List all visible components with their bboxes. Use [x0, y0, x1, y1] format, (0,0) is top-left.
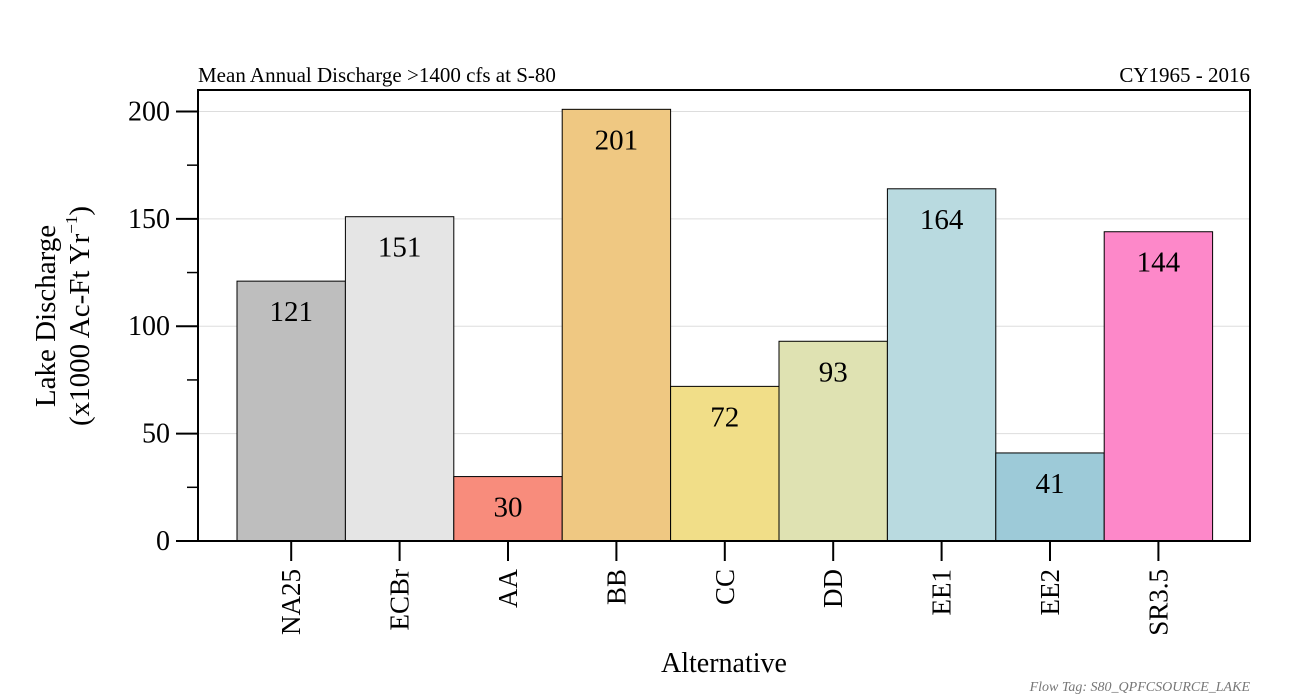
bar-ecbr: [344, 216, 455, 542]
chart-period: CY1965 - 2016: [1119, 63, 1250, 87]
bar-bb: [561, 108, 672, 542]
bars: [236, 108, 1214, 542]
bar-value-label: 151: [378, 232, 422, 264]
y-tick-label: 200: [128, 96, 170, 127]
bar-value-labels: 121 151 30 201 72 93 164 41 144: [269, 124, 1180, 523]
bar-na25: [236, 280, 346, 542]
x-tick-label: ECBr: [385, 569, 415, 631]
x-tick-label: DD: [818, 569, 848, 608]
bar-value-label: 164: [920, 204, 964, 236]
flow-tag-footer: Flow Tag: S80_QPFCSOURCE_LAKE: [1029, 680, 1250, 695]
y-axis-label-line1: Lake Discharge: [30, 225, 62, 407]
x-axis-ticks: NA25 ECBr AA BB CC DD EE1 EE2 SR3.5: [276, 541, 1173, 636]
bar-value-label: 201: [595, 124, 639, 156]
bar-value-label: 41: [1036, 468, 1065, 500]
bar-ee2: [995, 452, 1105, 542]
x-tick-label: EE1: [927, 569, 957, 616]
y-axis-label: Lake Discharge (x1000 Ac-Ft Yr−1): [30, 206, 96, 426]
bar-value-label: 144: [1137, 247, 1181, 279]
bar-value-label: 72: [710, 401, 739, 433]
y-axis-ticks: 0 50 100 150 200: [128, 96, 198, 557]
y-axis-label-line2-sup: −1: [62, 216, 81, 234]
x-tick-label: NA25: [276, 569, 306, 635]
bar-value-label: 93: [819, 356, 848, 388]
y-tick-label: 150: [128, 204, 170, 235]
x-tick-label: AA: [493, 569, 523, 608]
y-tick-label: 100: [128, 311, 170, 342]
y-tick-label: 50: [142, 419, 170, 450]
y-axis-label-line2-prefix: (x1000 Ac-Ft Yr: [64, 233, 96, 426]
x-tick-label: BB: [601, 569, 631, 605]
bar-value-label: 121: [269, 296, 313, 328]
y-tick-label: 0: [156, 526, 170, 557]
bar-dd: [778, 340, 888, 542]
bar-ee1: [886, 188, 997, 542]
bar-sr3-5: [1103, 231, 1214, 542]
bar-cc: [670, 385, 780, 542]
bar-value-label: 30: [494, 492, 523, 524]
y-axis-label-line2-suffix: ): [64, 206, 96, 216]
x-tick-label: EE2: [1035, 569, 1065, 616]
x-axis-label: Alternative: [661, 648, 787, 679]
chart-title: Mean Annual Discharge >1400 cfs at S-80: [198, 63, 556, 87]
y-axis-label-line2: (x1000 Ac-Ft Yr−1): [62, 206, 96, 426]
x-tick-label: SR3.5: [1143, 569, 1173, 636]
x-tick-label: CC: [710, 569, 740, 605]
